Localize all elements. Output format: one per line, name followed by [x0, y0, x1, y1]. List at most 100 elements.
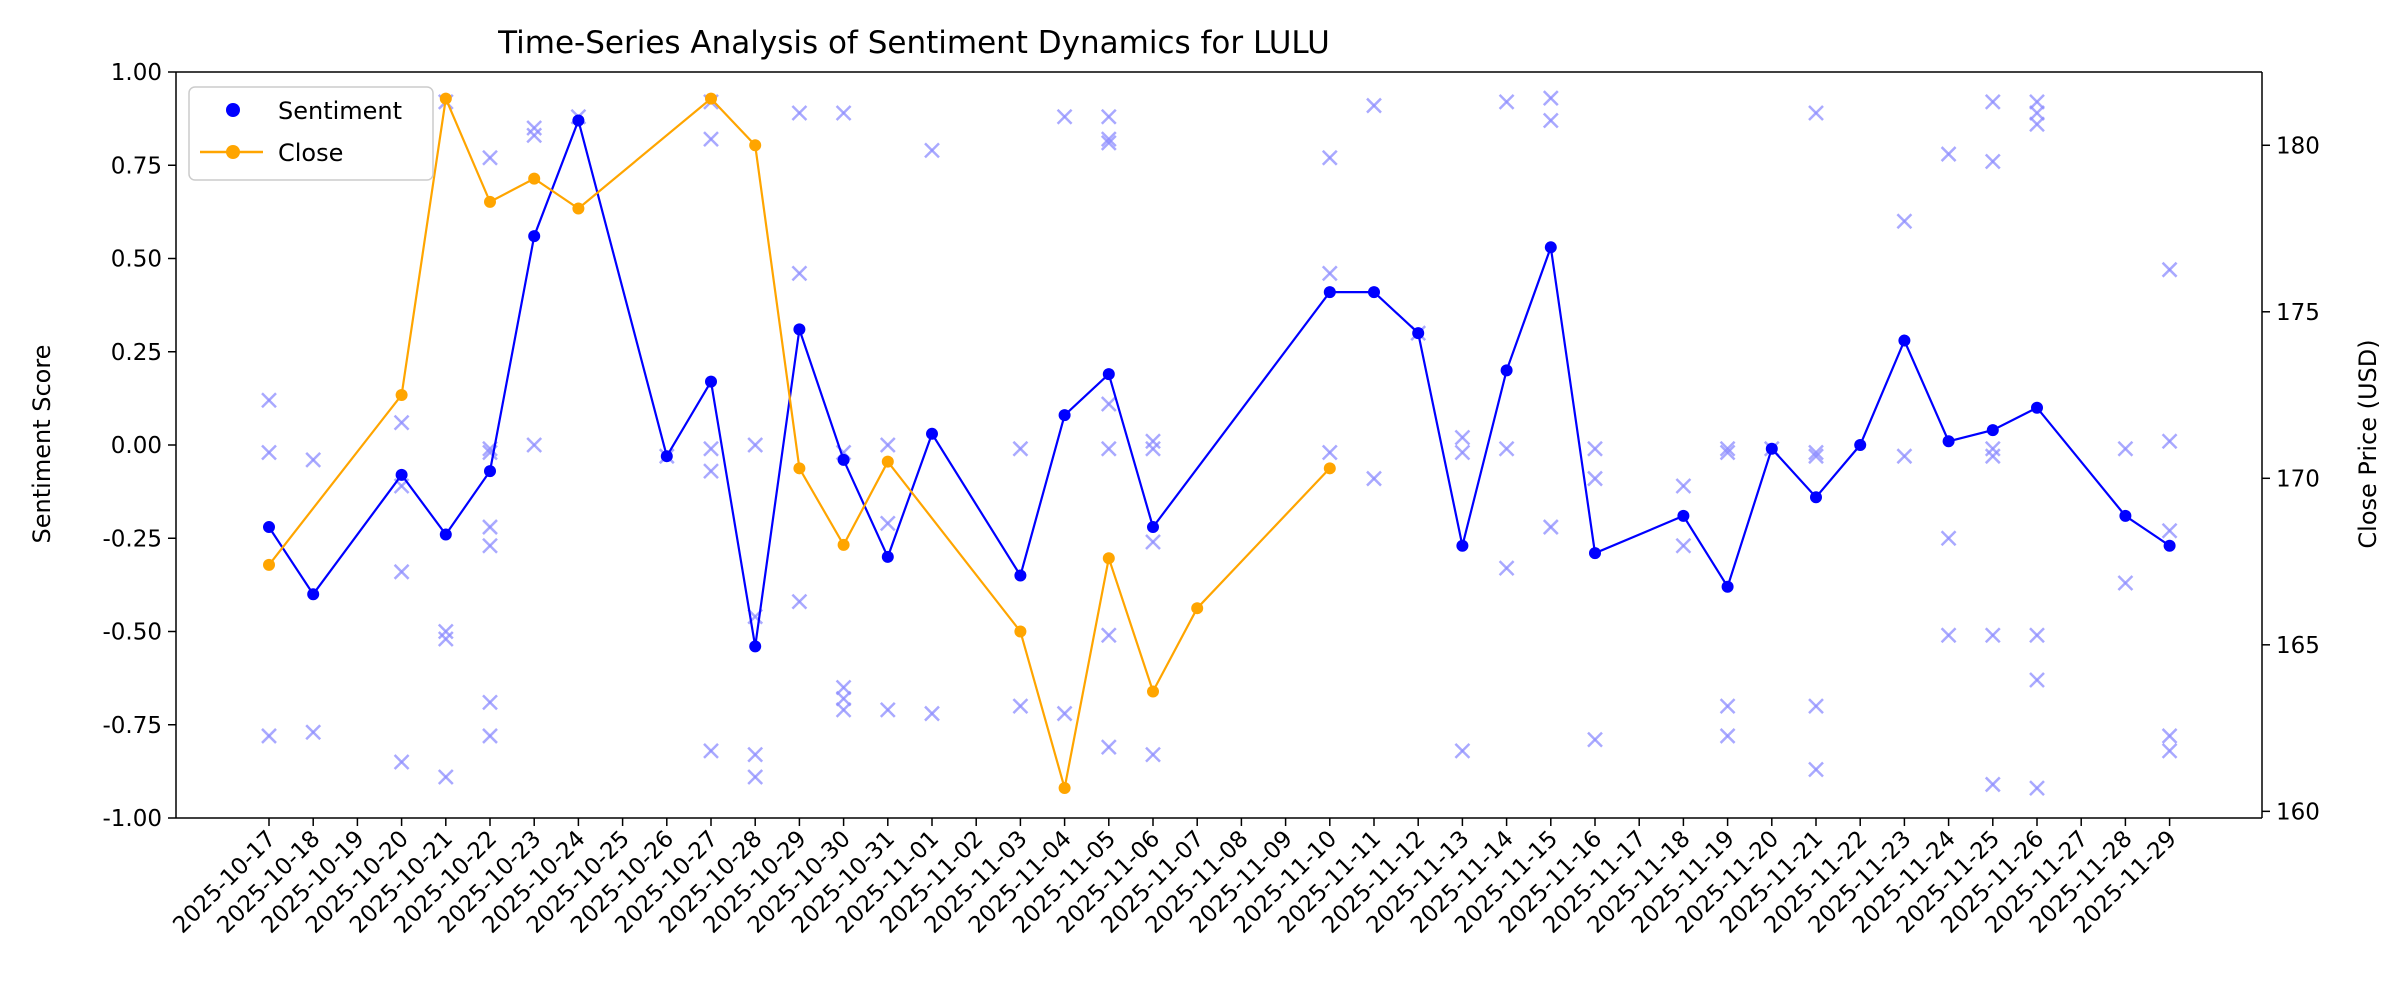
scatter-point	[2117, 575, 2134, 591]
scatter-point	[482, 537, 498, 554]
series-point-sentiment	[926, 427, 938, 440]
scatter-point	[2161, 742, 2178, 759]
scatter-point	[393, 754, 410, 770]
scatter-cross-stroke	[924, 142, 940, 159]
scatter-point	[879, 437, 896, 453]
scatter-cross-stroke	[1454, 742, 1471, 759]
series-point-sentiment	[1589, 547, 1601, 560]
scatter-cross-stroke	[1984, 627, 2001, 644]
scatter-point	[2161, 522, 2178, 539]
scatter-cross-stroke	[835, 679, 852, 696]
scatter-point	[305, 724, 322, 741]
scatter-layer	[261, 90, 2178, 797]
scatter-cross-stroke	[482, 694, 498, 711]
scatter-point	[1100, 108, 1117, 125]
scatter-cross-stroke	[437, 769, 454, 785]
scatter-point	[1145, 534, 1161, 550]
scatter-point	[1719, 444, 1736, 461]
scatter-point	[1896, 448, 1913, 465]
scatter-cross-stroke	[1808, 761, 1824, 778]
scatter-point	[924, 142, 940, 159]
scatter-cross-stroke	[791, 265, 808, 282]
y-tick-label: 0.75	[111, 153, 162, 179]
scatter-point	[1454, 429, 1471, 446]
series-point-close	[705, 92, 717, 105]
series-point-sentiment	[1721, 580, 1734, 593]
series-point-sentiment	[263, 521, 275, 534]
scatter-point	[437, 769, 454, 785]
scatter-cross-stroke	[1100, 134, 1117, 151]
scatter-cross-stroke	[1012, 698, 1029, 714]
scatter-point	[1719, 728, 1736, 744]
scatter-cross-stroke	[1808, 444, 1824, 461]
scatter-cross-stroke	[1498, 93, 1515, 110]
scatter-cross-stroke	[1719, 728, 1736, 744]
series-point-sentiment	[2119, 509, 2132, 522]
scatter-cross-stroke	[482, 519, 498, 535]
scatter-cross-stroke	[835, 690, 852, 707]
scatter-point	[924, 705, 940, 722]
scatter-point	[482, 519, 498, 535]
scatter-point	[1321, 149, 1338, 166]
scatter-point	[526, 120, 543, 136]
scatter-point	[747, 746, 764, 763]
scatter-point	[2029, 116, 2045, 133]
scatter-point	[261, 392, 277, 409]
scatter-point	[1366, 470, 1382, 487]
scatter-cross-stroke	[1145, 534, 1161, 550]
scatter-point	[437, 631, 454, 647]
scatter-cross-stroke	[1719, 440, 1736, 457]
scatter-point	[482, 728, 498, 744]
scatter-cross-stroke	[791, 593, 808, 610]
series-point-sentiment	[881, 550, 894, 563]
scatter-cross-stroke	[261, 392, 277, 409]
scatter-point	[261, 728, 277, 744]
scatter-cross-stroke	[2161, 728, 2178, 744]
series-point-sentiment	[307, 588, 320, 601]
series-point-sentiment	[484, 465, 496, 478]
series-point-sentiment	[660, 450, 673, 463]
scatter-point	[393, 414, 410, 431]
scatter-cross-stroke	[2029, 93, 2045, 110]
series-point-close	[528, 172, 541, 185]
scatter-point	[1984, 627, 2001, 644]
scatter-point	[1321, 265, 1338, 282]
scatter-cross-stroke	[835, 105, 852, 121]
scatter-point	[1498, 560, 1515, 576]
scatter-cross-stroke	[1542, 519, 1559, 535]
series-point-sentiment	[1986, 424, 1999, 437]
scatter-cross-stroke	[1896, 213, 1913, 230]
scatter-point	[835, 679, 852, 696]
scatter-point	[1719, 698, 1736, 714]
scatter-cross-stroke	[526, 120, 543, 136]
scatter-point	[1498, 440, 1515, 457]
scatter-point	[1145, 746, 1161, 763]
scatter-point	[1366, 97, 1382, 114]
scatter-cross-stroke	[1366, 470, 1382, 487]
scatter-point	[1012, 698, 1029, 714]
scatter-cross-stroke	[703, 440, 719, 457]
series-point-close	[881, 455, 894, 468]
series-point-close	[395, 389, 408, 402]
scatter-cross-stroke	[1321, 265, 1338, 282]
series-point-sentiment	[1942, 435, 1955, 448]
scatter-point	[1808, 444, 1824, 461]
scatter-point	[835, 690, 852, 707]
scatter-cross-stroke	[747, 746, 764, 763]
scatter-cross-stroke	[1056, 108, 1073, 125]
scatter-point	[1100, 396, 1117, 412]
scatter-cross-stroke	[261, 444, 277, 461]
series-point-sentiment	[2163, 539, 2176, 552]
series-point-close	[1058, 782, 1071, 795]
series-point-close	[1323, 462, 1336, 475]
scatter-cross-stroke	[2161, 742, 2178, 759]
scatter-cross-stroke	[1454, 444, 1471, 461]
x-tick-labels: 2025-10-172025-10-182025-10-192025-10-20…	[168, 818, 2182, 939]
scatter-cross-stroke	[879, 701, 896, 718]
scatter-cross-stroke	[482, 728, 498, 744]
scatter-point	[1587, 470, 1603, 487]
series-point-sentiment	[528, 230, 541, 243]
scatter-point	[2161, 261, 2178, 278]
scatter-cross-stroke	[482, 537, 498, 554]
series-line-close	[268, 94, 1331, 789]
